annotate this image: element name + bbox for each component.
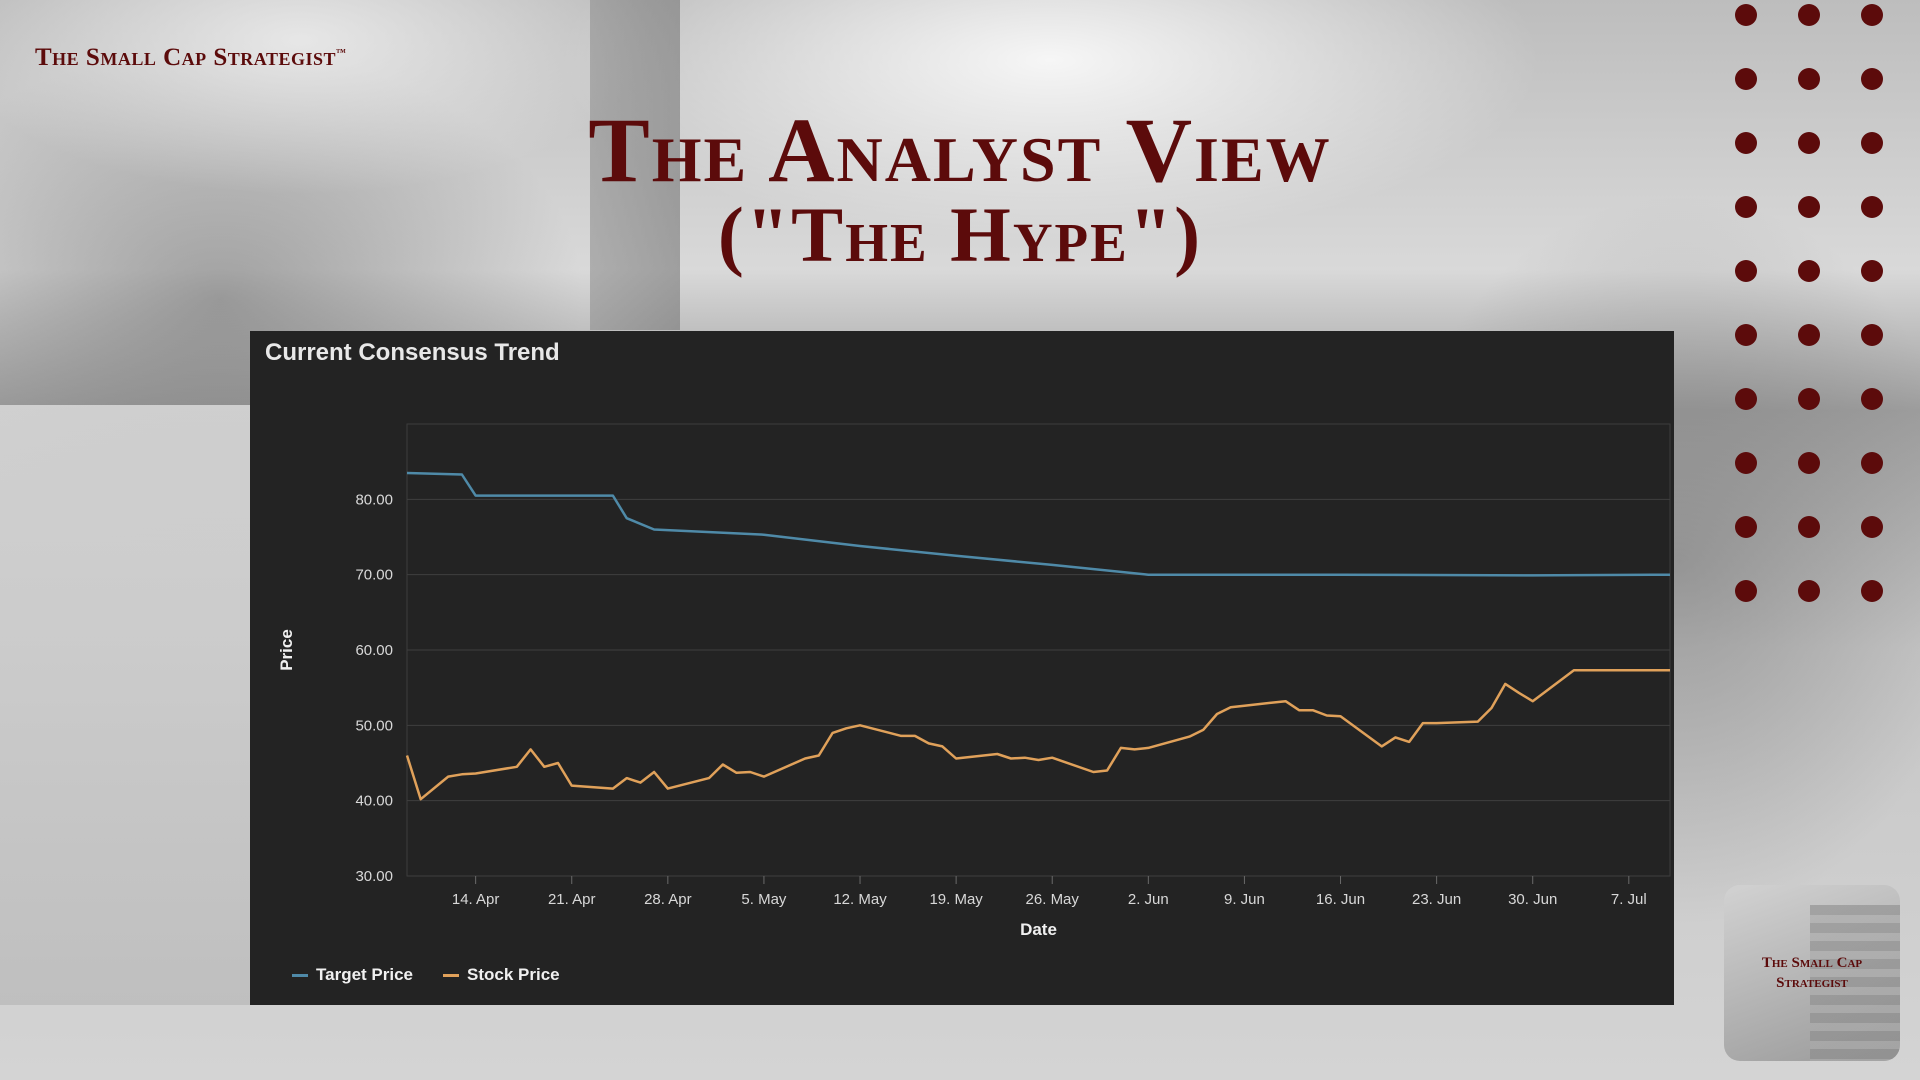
y-axis-label: Price xyxy=(277,629,296,671)
chart-title: Current Consensus Trend xyxy=(265,339,560,366)
y-tick-label: 30.00 xyxy=(355,868,393,885)
legend-item-stock-price[interactable]: Stock Price xyxy=(443,965,560,985)
decorative-dot xyxy=(1798,68,1820,90)
decorative-dot xyxy=(1861,452,1883,474)
y-tick-label: 80.00 xyxy=(355,491,393,508)
y-tick-label: 70.00 xyxy=(355,567,393,584)
decorative-dot xyxy=(1861,4,1883,26)
decorative-dot xyxy=(1798,452,1820,474)
decorative-dot xyxy=(1735,132,1757,154)
x-tick-label: 26. May xyxy=(1026,891,1080,908)
x-tick-label: 7. Jul xyxy=(1611,891,1647,908)
legend-swatch-target xyxy=(292,973,308,977)
decorative-dot xyxy=(1735,452,1757,474)
x-tick-label: 21. Apr xyxy=(548,891,596,908)
brand-logo-card: The Small Cap Strategist xyxy=(1724,885,1900,1061)
x-tick-label: 19. May xyxy=(929,891,983,908)
x-tick-label: 28. Apr xyxy=(644,891,692,908)
y-tick-label: 50.00 xyxy=(355,717,393,734)
decorative-dot xyxy=(1798,580,1820,602)
series-line-stock-price xyxy=(405,669,1670,801)
brand-header: The Small Cap Strategist™ xyxy=(35,44,347,72)
decorative-dot xyxy=(1735,68,1757,90)
decorative-dot xyxy=(1735,580,1757,602)
x-tick-label: 16. Jun xyxy=(1316,891,1365,908)
decorative-dot xyxy=(1861,388,1883,410)
decorative-dot xyxy=(1735,4,1757,26)
x-tick-label: 2. Jun xyxy=(1128,891,1169,908)
logo-line-1: The Small Cap xyxy=(1761,955,1863,971)
decorative-dot xyxy=(1861,516,1883,538)
slide-title: The Analyst View xyxy=(588,99,1332,201)
chart-legend: Target Price Stock Price xyxy=(292,965,560,985)
background-window-frame xyxy=(590,0,680,330)
decorative-dot xyxy=(1861,580,1883,602)
decorative-dot xyxy=(1798,4,1820,26)
x-tick-label: 14. Apr xyxy=(452,891,500,908)
decorative-dot xyxy=(1798,516,1820,538)
decorative-dot-grid xyxy=(1735,0,1915,602)
x-tick-label: 5. May xyxy=(741,891,787,908)
x-axis-label: Date xyxy=(1020,920,1057,939)
decorative-dot xyxy=(1798,132,1820,154)
logo-text: The Small Cap Strategist xyxy=(1724,953,1900,993)
decorative-dot xyxy=(1798,260,1820,282)
legend-swatch-stock xyxy=(443,973,460,977)
y-tick-label: 40.00 xyxy=(355,793,393,810)
logo-line-2: Strategist xyxy=(1776,975,1848,991)
series-line-target-price xyxy=(406,471,1671,577)
legend-item-target-price[interactable]: Target Price xyxy=(292,965,413,985)
background-trading-screen xyxy=(0,405,250,1005)
decorative-dot xyxy=(1735,324,1757,346)
decorative-dot xyxy=(1861,196,1883,218)
decorative-dot xyxy=(1798,196,1820,218)
legend-label-target: Target Price xyxy=(316,965,414,984)
x-tick-label: 12. May xyxy=(833,891,887,908)
decorative-dot xyxy=(1735,388,1757,410)
slide-subtitle: ("The Hype") xyxy=(717,191,1203,278)
decorative-dot xyxy=(1735,260,1757,282)
decorative-dot xyxy=(1798,388,1820,410)
x-tick-label: 23. Jun xyxy=(1412,891,1461,908)
trademark-symbol: ™ xyxy=(336,47,347,59)
consensus-trend-chart: 30.00 40.00 50.00 60.00 70.00 80.00 14. Apr 21.… xyxy=(277,423,1671,939)
x-tick-label: 9. Jun xyxy=(1224,891,1265,908)
x-tick-label: 30. Jun xyxy=(1508,891,1557,908)
decorative-dot xyxy=(1735,516,1757,538)
decorative-dot xyxy=(1735,196,1757,218)
decorative-dot xyxy=(1861,68,1883,90)
legend-label-stock: Stock Price xyxy=(467,965,560,984)
decorative-dot xyxy=(1861,324,1883,346)
decorative-dot xyxy=(1798,324,1820,346)
decorative-dot xyxy=(1861,260,1883,282)
brand-name: The Small Cap Strategist xyxy=(35,44,336,71)
chart-panel: Current Consensus Trend 30.00 40.00 50.00 6… xyxy=(250,331,1674,1005)
y-tick-label: 60.00 xyxy=(355,642,393,659)
decorative-dot xyxy=(1861,132,1883,154)
